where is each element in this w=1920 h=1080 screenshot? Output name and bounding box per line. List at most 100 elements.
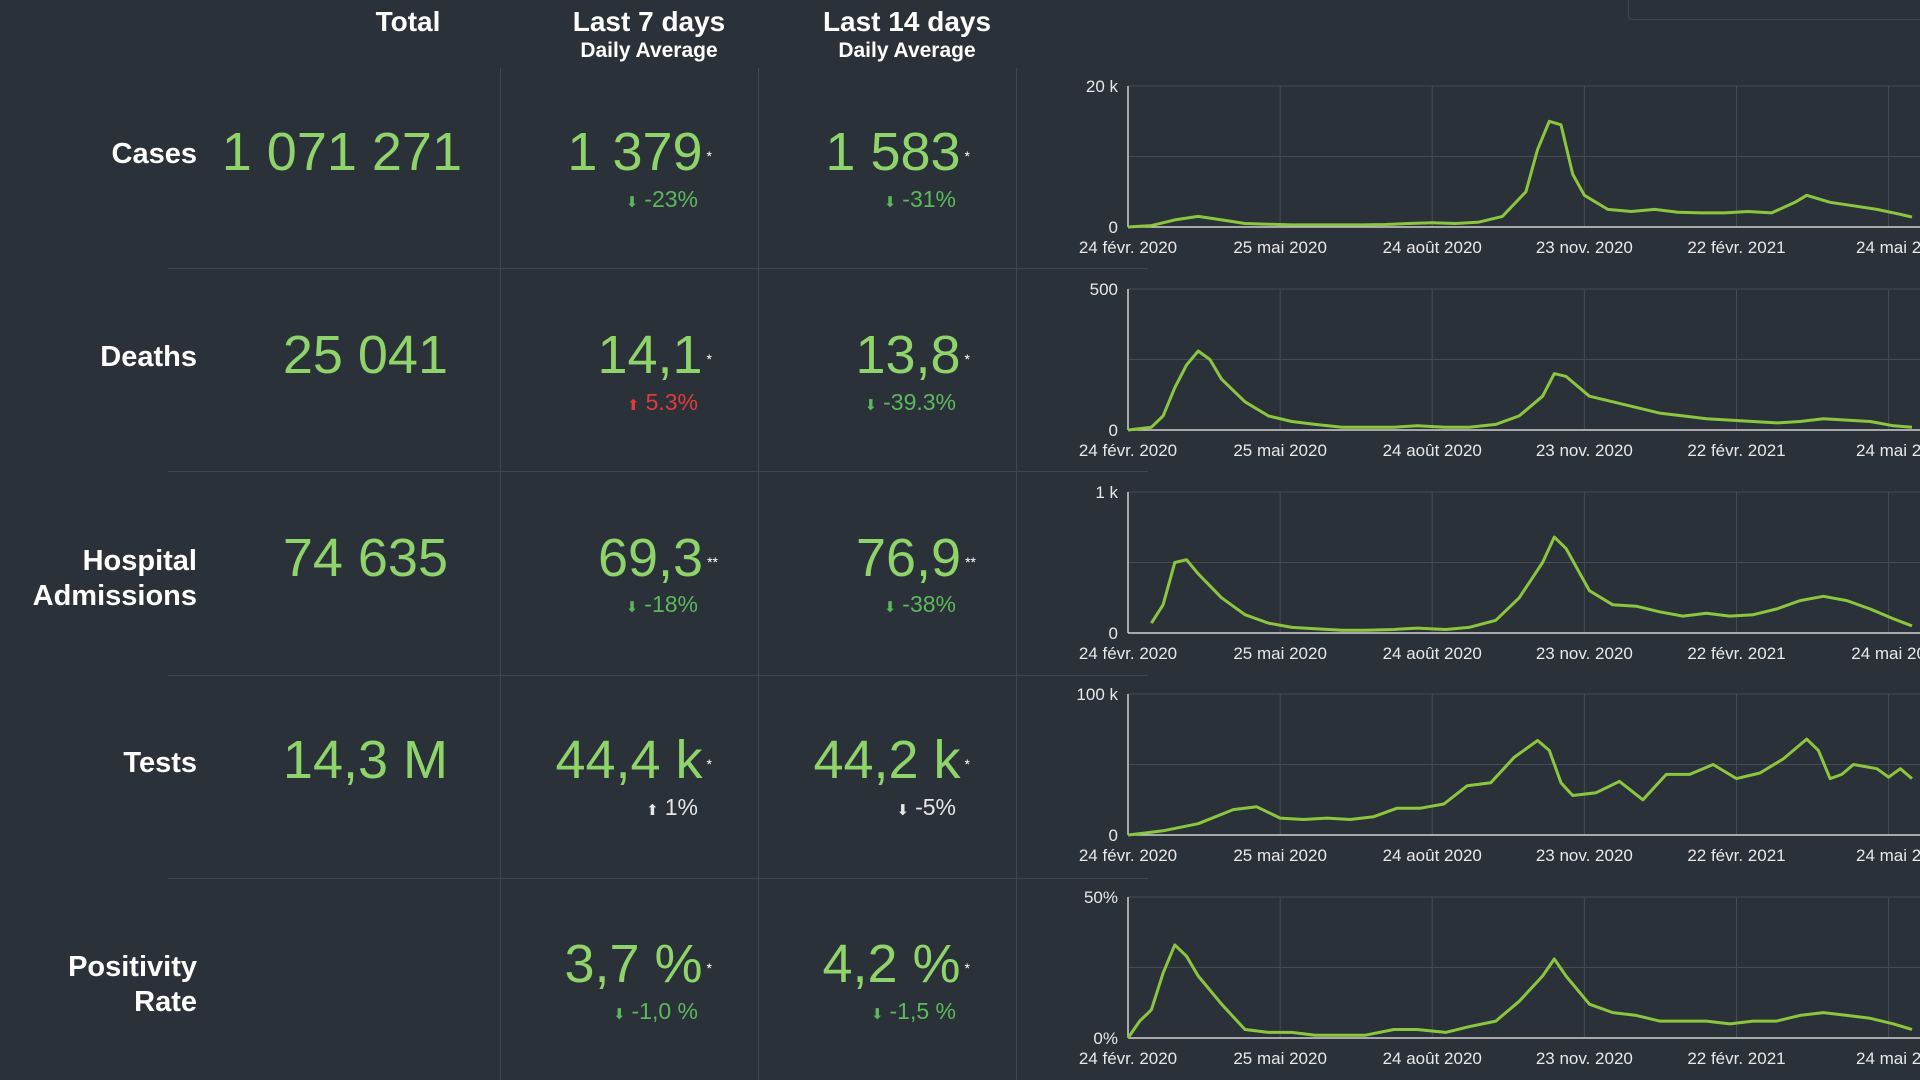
deaths-chg14: ⬇ -39.3% [865,388,956,420]
header-last14-sub: Daily Average [838,39,976,62]
hospital-avg14-value: 76,9 [855,528,962,588]
row-label-cases: Cases [111,138,197,170]
cases-avg14-footnote: * [964,148,970,164]
series-line [1127,349,1913,432]
x-tick-label: 22 févr. 2021 [1687,441,1785,460]
row-label-hospital-line2: Admissions [32,580,197,612]
tests-chg14: ⬇ -5% [897,793,956,825]
x-tick-label: 23 nov. 2020 [1536,846,1633,865]
x-tick-label: 23 nov. 2020 [1536,441,1633,460]
column-divider [758,68,759,1080]
arrow-up-icon: ⬆ [646,802,659,819]
y-tick-label: 50% [1084,888,1118,907]
arrow-down-icon: ⬇ [625,599,639,616]
hospital-chg14: ⬇ -38% [884,590,956,622]
tests-total: 14,3 M [282,730,448,790]
deaths-total: 25 041 [282,325,448,385]
cases-avg7-value: 1 379 [567,122,703,182]
deaths-avg7: 14,1 * [597,325,712,385]
deaths-chg7-value: 5.3% [645,389,698,415]
x-tick-label: 24 févr. 2020 [1079,644,1177,663]
hospital-avg14-footnote: ** [965,554,976,570]
header-last7: Last 7 days Daily Average [556,6,742,64]
y-tick-label: 0 [1109,624,1118,643]
hospital-chg7: ⬇ -18% [626,590,698,622]
header-total: Total [368,6,448,38]
x-tick-label: 24 août 2020 [1383,644,1482,663]
tests-avg7: 44,4 k * [555,730,712,790]
series-line [1127,119,1913,229]
x-tick-label: 24 août 2020 [1383,441,1482,460]
row-label-tests: Tests [123,747,197,779]
x-tick-label: 25 mai 2020 [1233,644,1327,663]
hospital-chg7-value: -18% [644,591,698,617]
cases-total: 1 071 271 [221,122,462,182]
x-tick-label: 24 févr. 2020 [1079,441,1177,460]
header-last7-sub: Daily Average [580,39,718,62]
y-tick-label: 1 k [1095,483,1118,502]
x-tick-label: 23 nov. 2020 [1536,644,1633,663]
positivity-chart: 24 févr. 2020 25 mai 2020 24 août 2020 23 n… [1040,871,1920,1071]
tests-chart-svg: 24 févr. 2020 25 mai 2020 24 août 2020 23 n… [1076,685,1920,865]
hospital-chart: 24 févr. 2020 25 mai 2020 24 août 2020 23 n… [1040,466,1920,666]
x-tick-label: 25 mai 2020 [1233,441,1327,460]
hospital-avg7-value: 69,3 [597,528,704,588]
y-tick-label: 100 k [1076,685,1118,704]
header-last14-label: Last 14 days [822,6,992,37]
positivity-chg7-value: -1,0 % [631,998,698,1024]
arrow-down-icon: ⬇ [870,1006,884,1023]
arrow-up-icon: ⬆ [626,397,640,414]
row-label-hospital-admissions: Hospital Admissions [33,544,197,614]
tests-chg7-value: 1% [664,794,698,820]
arrow-down-icon: ⬇ [864,397,878,414]
hospital-avg7: 69,3 ** [598,528,718,588]
x-tick-label: 25 mai 2020 [1233,1049,1327,1068]
deaths-chart-svg: 24 févr. 2020 25 mai 2020 24 août 2020 23 n… [1079,280,1920,460]
positivity-chg7: ⬇ -1,0 % [613,997,698,1029]
x-tick-label: 24 févr. 2020 [1079,846,1177,865]
tests-chart: 24 févr. 2020 25 mai 2020 24 août 2020 23 n… [1040,668,1920,868]
x-tick-label: 23 nov. 2020 [1536,238,1633,257]
tests-chg7: ⬆ 1% [646,793,698,825]
deaths-avg14-value: 13,8 [855,325,961,385]
x-tick-label: 24 août 2020 [1383,238,1482,257]
cases-chg7: ⬇ -23% [626,185,698,217]
cases-avg14: 1 583 * [825,122,970,182]
header-last14: Last 14 days Daily Average [812,6,1002,64]
y-tick-label: 20 k [1086,77,1119,96]
arrow-down-icon: ⬇ [612,1006,626,1023]
positivity-avg14-footnote: * [964,960,970,976]
arrow-down-icon: ⬇ [896,802,910,819]
hospital-chart-svg: 24 févr. 2020 25 mai 2020 24 août 2020 23 n… [1079,483,1920,663]
cases-chart-svg: 24 févr. 2020 25 mai 2020 24 août 2020 23 n… [1079,77,1920,257]
positivity-avg7: 3,7 % * [564,934,712,994]
series-line [1150,535,1913,632]
positivity-avg14: 4,2 % * [822,934,970,994]
x-tick-label: 24 mai 2 [1856,846,1920,865]
cases-avg7: 1 379 * [567,122,712,182]
arrow-down-icon: ⬇ [625,194,639,211]
hospital-avg14: 76,9 ** [856,528,976,588]
row-divider [168,675,1148,676]
series-line [1127,737,1913,837]
y-tick-label: 0 [1109,218,1118,237]
tests-chg14-value: -5% [915,794,956,820]
row-label-deaths: Deaths [100,341,197,373]
cases-chg14: ⬇ -31% [884,185,956,217]
cases-avg14-value: 1 583 [825,122,961,182]
hospital-avg7-footnote: ** [707,554,718,570]
positivity-chart-svg: 24 févr. 2020 25 mai 2020 24 août 2020 23 n… [1079,888,1920,1068]
series-line [1126,943,1913,1039]
arrow-down-icon: ⬇ [883,194,897,211]
x-tick-label: 24 févr. 2020 [1079,238,1177,257]
deaths-chart: 24 févr. 2020 25 mai 2020 24 août 2020 23 n… [1040,263,1920,463]
tests-avg14: 44,2 k * [813,730,970,790]
positivity-avg14-value: 4,2 % [822,934,961,994]
x-tick-label: 24 mai 2 [1856,238,1920,257]
row-divider [168,268,1148,269]
deaths-chg14-value: -39.3% [883,389,956,415]
deaths-avg14-footnote: * [964,351,970,367]
column-divider [1016,68,1017,1080]
x-tick-label: 23 nov. 2020 [1536,1049,1633,1068]
cases-chart: 24 févr. 2020 25 mai 2020 24 août 2020 23 n… [1040,60,1920,260]
